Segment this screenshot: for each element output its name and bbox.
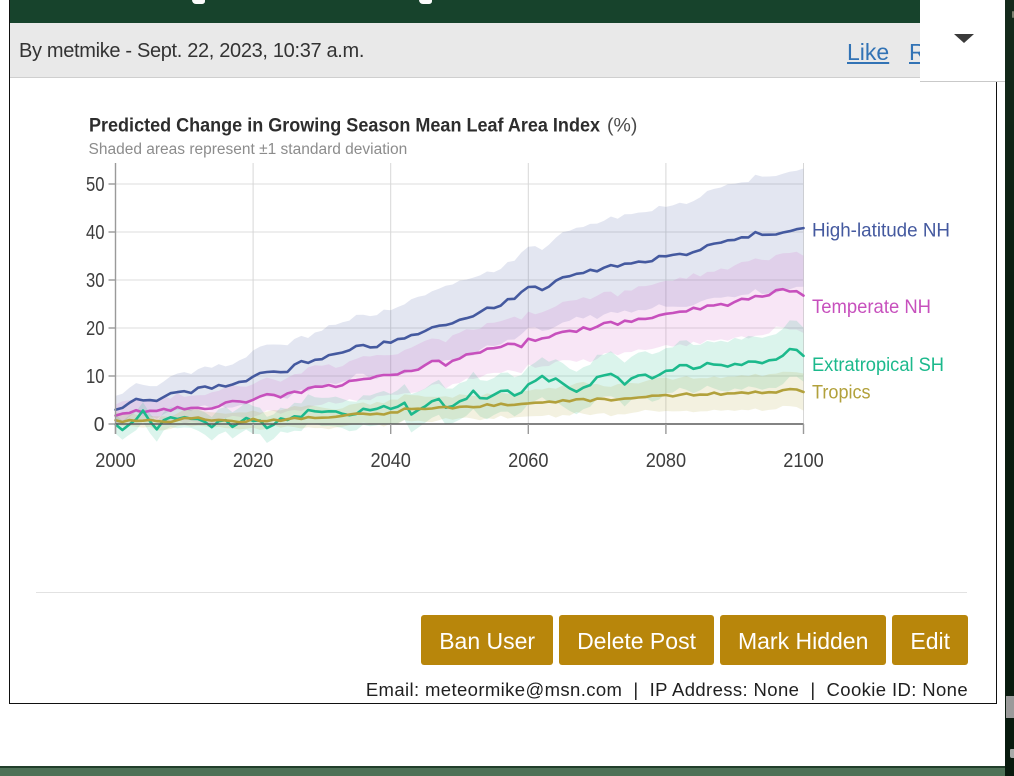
svg-text:Temperate NH: Temperate NH bbox=[812, 296, 931, 318]
svg-text:10: 10 bbox=[86, 365, 105, 388]
svg-text:(%): (%) bbox=[607, 115, 637, 137]
svg-text:0: 0 bbox=[94, 413, 105, 436]
svg-text:2040: 2040 bbox=[371, 449, 411, 472]
svg-text:High-latitude NH: High-latitude NH bbox=[812, 220, 950, 242]
svg-text:2060: 2060 bbox=[508, 449, 548, 472]
svg-text:2020: 2020 bbox=[233, 449, 273, 472]
svg-text:40: 40 bbox=[86, 221, 105, 244]
svg-text:Predicted Change in Growing Se: Predicted Change in Growing Season Mean … bbox=[89, 115, 600, 137]
svg-text:Tropics: Tropics bbox=[812, 382, 871, 404]
svg-text:Shaded areas represent ±1 stan: Shaded areas represent ±1 standard devia… bbox=[89, 141, 408, 158]
svg-text:2100: 2100 bbox=[783, 449, 823, 472]
svg-text:20: 20 bbox=[86, 317, 105, 340]
svg-text:50: 50 bbox=[86, 173, 105, 196]
svg-text:Extratropical SH: Extratropical SH bbox=[812, 354, 944, 376]
svg-text:2000: 2000 bbox=[95, 449, 135, 472]
svg-text:2080: 2080 bbox=[646, 449, 686, 472]
svg-text:30: 30 bbox=[86, 269, 105, 292]
